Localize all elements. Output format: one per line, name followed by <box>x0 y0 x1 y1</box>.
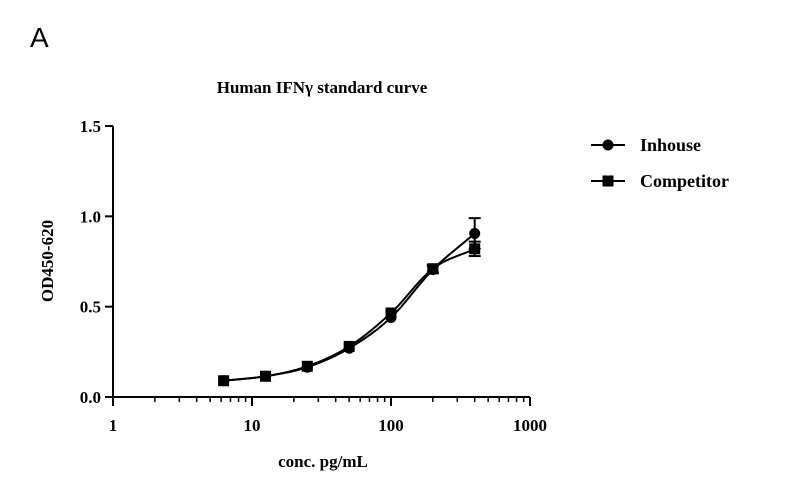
x-tick-label: 100 <box>378 416 404 435</box>
y-tick-label: 0.5 <box>80 298 101 317</box>
legend-label-competitor: Competitor <box>640 171 729 191</box>
legend-label-inhouse: Inhouse <box>640 135 701 155</box>
fit-curves <box>223 232 476 382</box>
point-inhouse <box>469 227 481 239</box>
point-competitor <box>469 243 481 255</box>
x-tick-label: 1000 <box>513 416 547 435</box>
point-competitor <box>343 340 355 352</box>
point-competitor <box>427 263 439 275</box>
legend-marker-competitor <box>602 175 614 187</box>
axes: 0.0 0.5 1.0 1.5 1 10 100 1000 <box>80 117 547 435</box>
y-tick-label: 1.0 <box>80 207 101 226</box>
x-axis-label: conc. pg/mL <box>278 452 368 471</box>
chart-title: Human IFNγ standard curve <box>217 78 428 97</box>
fit-curve-inhouse <box>223 232 476 382</box>
legend-marker-inhouse <box>602 139 614 151</box>
y-tick-label: 0.0 <box>80 388 101 407</box>
point-competitor <box>218 375 230 387</box>
data-points <box>218 217 481 387</box>
panel-label: A <box>30 22 49 53</box>
x-tick-label: 10 <box>244 416 261 435</box>
x-tick-label: 1 <box>109 416 118 435</box>
point-competitor <box>385 307 397 319</box>
point-competitor <box>259 370 271 382</box>
y-tick-label: 1.5 <box>80 117 101 136</box>
y-axis-label: OD450-620 <box>38 220 57 302</box>
point-competitor <box>301 360 313 372</box>
legend: Inhouse Competitor <box>591 135 729 191</box>
